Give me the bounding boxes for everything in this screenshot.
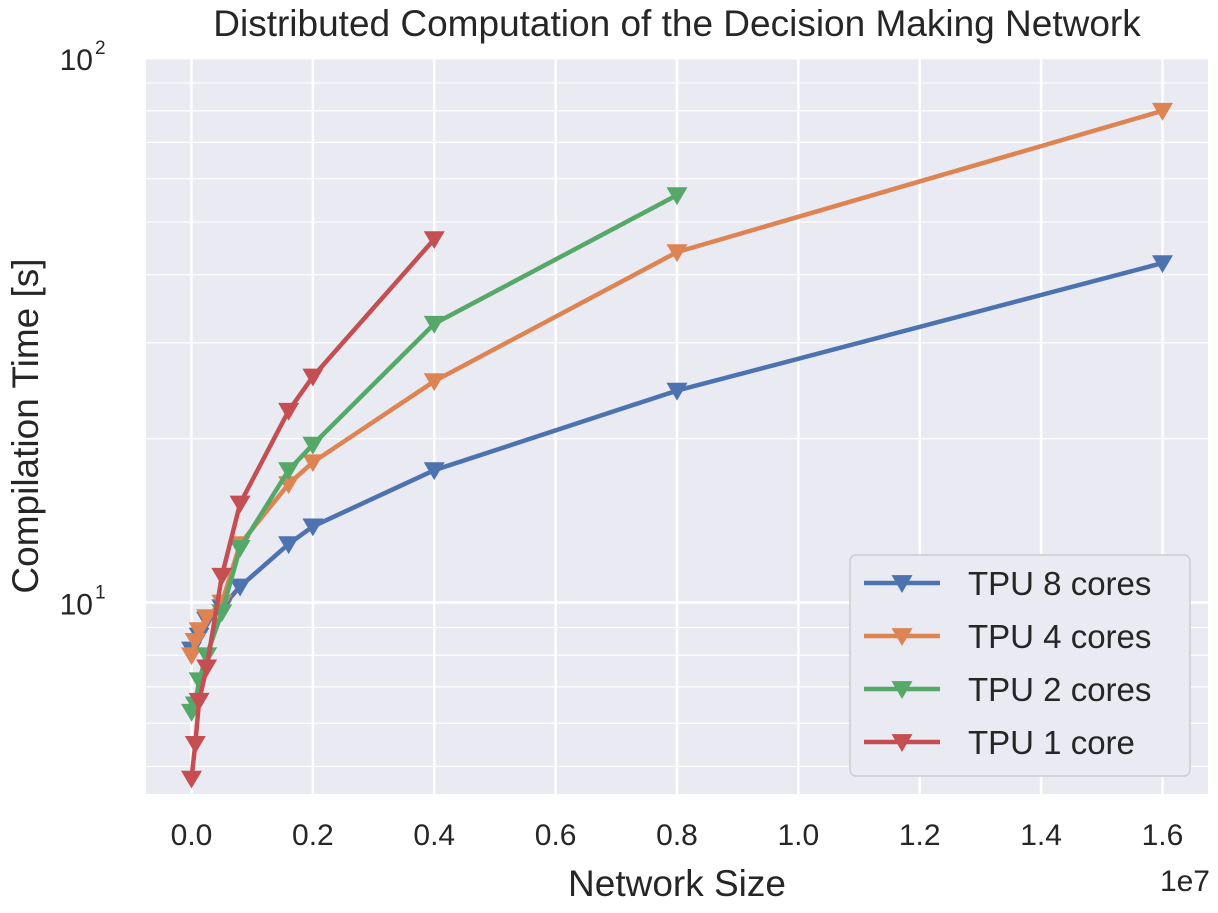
data-point — [1151, 102, 1173, 121]
x-tick-label: 0.6 — [535, 819, 577, 852]
data-point — [666, 382, 688, 401]
data-point — [278, 536, 300, 555]
legend-marker — [891, 681, 913, 699]
data-point — [188, 692, 210, 711]
y-tick-label: 10 1 — [60, 583, 106, 622]
data-point — [666, 187, 688, 206]
y-tick-exponent: 1 — [95, 583, 106, 604]
chart-title: Distributed Computation of the Decision … — [213, 3, 1141, 44]
legend: TPU 8 cores TPU 4 cores TPU 2 cores TPU 1 c… — [849, 554, 1191, 777]
data-point — [196, 659, 218, 678]
data-point — [184, 736, 206, 754]
legend-label: TPU 4 cores — [968, 618, 1151, 655]
data-point — [666, 244, 688, 263]
x-offset-label: 1e7 — [1160, 865, 1210, 898]
data-point — [229, 578, 251, 597]
data-point — [278, 462, 300, 481]
series-tpu-1-core — [181, 231, 445, 789]
legend-entry: TPU 2 cores — [864, 671, 1151, 708]
series-line — [189, 193, 679, 713]
y-tick-base: 10 — [60, 589, 93, 622]
legend-label: TPU 2 cores — [968, 671, 1151, 708]
data-point — [302, 436, 324, 455]
data-point — [302, 454, 324, 473]
x-tick-label: 1.6 — [1142, 819, 1184, 852]
legend-box — [849, 554, 1191, 777]
legend-marker — [891, 575, 913, 593]
data-point — [302, 518, 324, 537]
x-tick-label: 1.2 — [899, 819, 941, 852]
legend-marker — [891, 734, 913, 752]
data-series — [181, 102, 1173, 789]
x-tick-label: 1.4 — [1020, 819, 1062, 852]
x-axis-label: Network Size — [568, 863, 786, 904]
data-point — [181, 647, 203, 666]
x-tick-label: 0.4 — [413, 819, 455, 852]
data-point — [423, 231, 445, 250]
data-point — [423, 462, 445, 481]
legend-entry: TPU 4 cores — [864, 618, 1151, 655]
data-point — [229, 539, 251, 558]
data-point — [229, 495, 251, 514]
data-point — [302, 368, 324, 387]
x-tick-labels: 0.0 0.2 0.4 0.6 0.8 1.0 1.2 1.4 1.6 — [171, 819, 1184, 852]
y-tick-label: 10 2 — [60, 38, 106, 77]
data-point — [188, 622, 210, 641]
y-tick-exponent: 2 — [95, 38, 106, 59]
data-point — [423, 373, 445, 392]
data-point — [1151, 255, 1173, 274]
x-tick-label: 1.0 — [778, 819, 820, 852]
legend-entry: TPU 1 core — [864, 724, 1135, 761]
legend-entry: TPU 8 cores — [864, 565, 1151, 602]
data-point — [181, 770, 203, 789]
legend-label: TPU 8 cores — [968, 565, 1151, 602]
x-tick-label: 0.0 — [171, 819, 213, 852]
x-tick-label: 0.2 — [292, 819, 334, 852]
y-tick-base: 10 — [60, 44, 93, 77]
legend-label: TPU 1 core — [968, 724, 1135, 761]
x-tick-label: 0.8 — [656, 819, 698, 852]
legend-marker — [891, 628, 913, 646]
data-point — [423, 315, 445, 334]
series-tpu-2-cores — [181, 187, 688, 722]
data-point — [278, 402, 300, 421]
data-point — [196, 609, 218, 628]
y-axis-label: Compilation Time [s] — [5, 258, 46, 593]
data-point — [211, 567, 233, 586]
